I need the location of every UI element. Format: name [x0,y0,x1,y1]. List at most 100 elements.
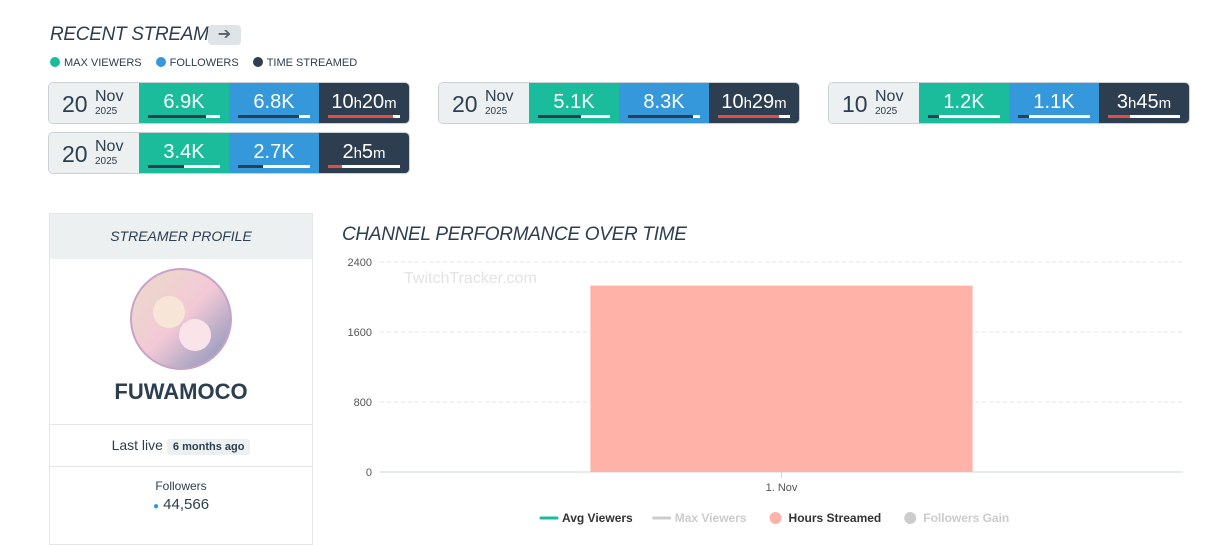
followers-value: 1.1K [1033,91,1075,113]
time-streamed: 3h45m [1099,83,1189,123]
minutes: 20 [361,91,385,113]
legend-item: TIME STREAMED [252,57,358,69]
minute-unit: m [1158,95,1172,112]
streamer-name: FUWAMOCO [114,379,248,404]
x-tick-label: 1. Nov [766,482,798,494]
date-day: 20 [62,91,88,117]
date-month: Nov [95,88,124,105]
stream-card[interactable]: 20 Nov 2025 6.9K 6.8K 10h20m [49,83,409,123]
date-month: Nov [875,88,904,105]
progress-track [238,115,310,118]
max-viewers: 5.1K [529,83,619,123]
page: {"recent_streams": {"title": "RECENT STR… [49,24,1189,545]
followers-label: Followers [155,479,207,493]
last-live-badge: 6 months ago [166,439,251,455]
max-viewers-value: 6.9K [163,91,205,113]
last-live-row: Last live 6 months ago [50,424,312,466]
section-title: RECENT STREAMS [50,24,222,45]
progress-track [148,165,220,168]
progress-fill [148,115,206,118]
legend-label: TIME STREAMED [266,57,358,69]
avatar-box [50,259,312,379]
hours: 10 [331,91,354,113]
profile-panel: STREAMER PROFILE FUWAMOCO Last live 6 mon… [49,213,313,545]
progress-track [148,115,220,118]
panel-header: STREAMER PROFILE [50,214,312,259]
minutes: 29 [751,91,775,113]
followers-value: 8.3K [643,91,685,113]
minute-unit: m [373,145,386,162]
date-day: 10 [842,91,868,117]
y-tick-label: 1600 [348,327,372,339]
progress-fill [928,115,939,118]
followers-value: 6.8K [253,91,295,113]
legend-dot [155,57,166,67]
stream-card[interactable]: 10 Nov 2025 1.2K 1.1K 3h45m [829,83,1189,123]
y-tick-label: 0 [366,467,372,479]
progress-fill [328,165,343,168]
followers-value: 44,566 [163,496,210,513]
followers-value-box: ● 44,566 [152,496,210,513]
followers: 6.8K [229,83,319,123]
legend-label[interactable]: Followers Gain [923,511,1009,525]
progress-fill [628,115,693,118]
date-month: Nov [95,138,124,155]
minutes: 5 [361,141,374,163]
chart: TwitchTracker.com 0 800 1600 2400 1. Nov Avg … [348,257,1183,525]
date-day: 20 [452,91,478,117]
stream-date: 20 Nov 2025 [49,83,139,123]
max-viewers-value: 5.1K [553,91,595,113]
progress-track [718,115,790,118]
stream-card[interactable]: 20 Nov 2025 5.1K 8.3K 10h29m [439,83,799,123]
hour-unit: h [353,145,362,162]
progress-fill [718,115,780,118]
stream-date: 20 Nov 2025 [439,83,529,123]
watermark: TwitchTracker.com [404,270,537,287]
max-viewers-value: 1.2K [943,91,985,113]
followers-value: 2.7K [253,141,295,163]
progress-fill [148,165,184,168]
hours: 10 [721,91,744,113]
progress-fill [1018,115,1029,118]
followers: 2.7K [229,133,319,173]
progress-fill [538,115,582,118]
legend-item: FOLLOWERS [155,57,239,69]
progress-track [538,115,610,118]
legend-dot [252,57,263,67]
time-streamed: 10h29m [709,83,799,123]
date-day: 20 [62,141,88,167]
minute-unit: m [774,95,787,112]
y-tick-label: 2400 [348,257,372,269]
progress-fill [238,165,264,168]
progress-track [1108,115,1180,118]
followers: 1.1K [1009,83,1099,123]
hours: 3 [1116,91,1129,113]
date-year: 2025 [875,106,898,117]
progress-track [328,115,400,118]
legend-label[interactable]: Hours Streamed [789,511,882,525]
date-year: 2025 [485,106,508,117]
hours: 2 [342,141,354,163]
bar [590,285,973,472]
stream-date: 10 Nov 2025 [829,83,919,123]
progress-track [328,165,400,168]
max-viewers: 1.2K [919,83,1009,123]
legend-label[interactable]: Max Viewers [675,511,747,525]
legend-marker [769,512,782,524]
date-year: 2025 [95,156,118,167]
max-viewers: 6.9K [139,83,229,123]
stream-card[interactable]: 20 Nov 2025 3.4K 2.7K 2h5m [49,133,409,173]
hour-unit: h [353,95,362,112]
max-viewers: 3.4K [139,133,229,173]
chart-title: CHANNEL PERFORMANCE OVER TIME [342,224,687,245]
more-button[interactable]: ➔ [208,25,241,45]
legend-item: MAX VIEWERS [50,57,142,69]
time-streamed: 10h20m [319,83,409,123]
progress-track [1018,115,1090,118]
followers: 8.3K [619,83,709,123]
y-tick-label: 800 [354,397,372,409]
avatar [130,268,232,370]
date-month: Nov [485,88,514,105]
followers-row: Followers ● 44,566 [50,466,312,513]
legend-label[interactable]: Avg Viewers [562,511,633,525]
